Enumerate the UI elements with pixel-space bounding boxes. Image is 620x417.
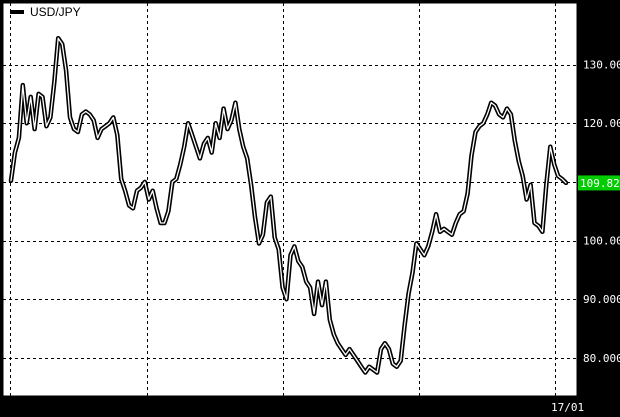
legend-swatch — [10, 10, 24, 14]
x-axis: 17/01 — [0, 397, 620, 417]
x-axis-bar — [0, 397, 620, 417]
y-tick-label: 120.000 — [583, 117, 620, 130]
legend-label: USD/JPY — [30, 5, 81, 19]
last-value-label: 109.825 — [580, 177, 620, 190]
last-value-badge: 109.825 — [578, 175, 620, 191]
y-tick-label: 90.000 — [583, 293, 620, 306]
last-value-box — [578, 175, 620, 191]
series-layer — [8, 35, 569, 375]
y-tick-label: 80.000 — [583, 352, 620, 365]
plot-area — [2, 2, 578, 397]
y-tick-label: 100.000 — [583, 235, 620, 248]
x-tick-label: 17/01 — [551, 401, 584, 414]
legend: USD/JPY — [10, 4, 81, 20]
y-axis: 130.000 120.000 100.000 90.000 80.000 — [583, 59, 620, 365]
price-line-highlight — [10, 37, 567, 374]
y-tick-label: 130.000 — [583, 59, 620, 72]
